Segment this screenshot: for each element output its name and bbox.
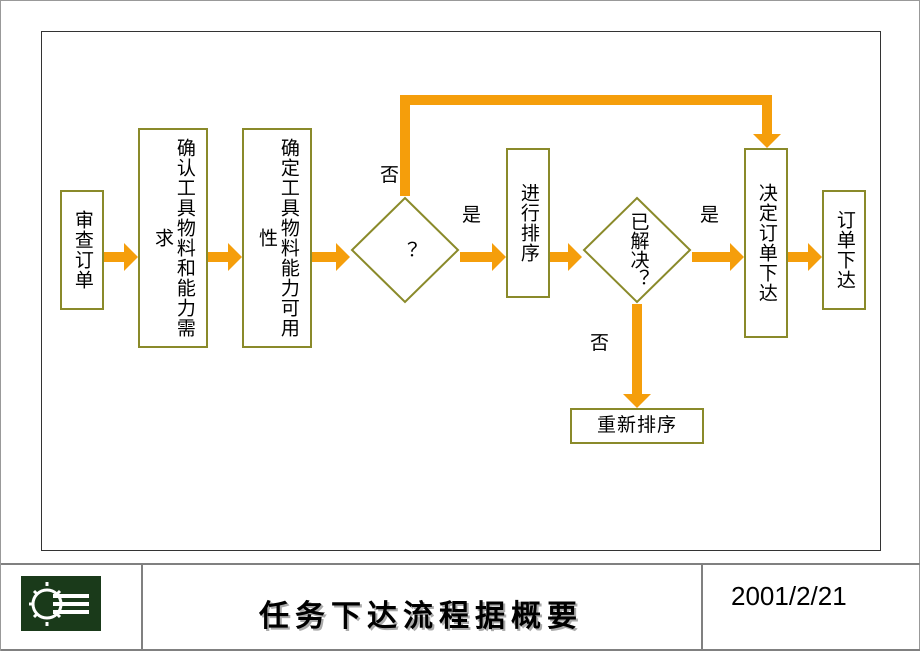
- node-decide-release: 决定订单下达: [744, 148, 788, 338]
- node-label: 订单下达: [833, 210, 855, 290]
- node-label: 决定订单下达: [755, 183, 777, 303]
- footer-vline-1: [141, 565, 143, 651]
- node-resort: 重新排序: [570, 408, 704, 444]
- node-order-release: 订单下达: [822, 190, 866, 310]
- arrow-down: [623, 304, 651, 408]
- arrow: [692, 243, 744, 271]
- flow-canvas: 审查订单 确认工具物料和能力需求 确定工具物料能力可用性 ？ 进行排序 已解决？…: [41, 31, 881, 551]
- decision-1: ？: [350, 196, 460, 304]
- node-confirm-req: 确认工具物料和能力需求: [138, 128, 208, 348]
- arrow: [208, 243, 242, 271]
- slide: 审查订单 确认工具物料和能力需求 确定工具物料能力可用性 ？ 进行排序 已解决？…: [0, 0, 920, 651]
- slide-date: 2001/2/21: [731, 581, 847, 612]
- node-confirm-avail: 确定工具物料能力可用性: [242, 128, 312, 348]
- arrow: [312, 243, 350, 271]
- footer-vline-2: [701, 565, 703, 651]
- slide-title: 任务下达流程据概要: [201, 591, 641, 635]
- footer-rule-top: [1, 563, 920, 565]
- decision-2: 已解决？: [582, 196, 692, 304]
- edge-label-yes-1: 是: [462, 200, 481, 227]
- node-label: 审查订单: [71, 210, 93, 290]
- node-sort: 进行排序: [506, 148, 550, 298]
- edge-label-no-2: 否: [590, 328, 609, 355]
- node-label: 确定工具物料能力可用性: [255, 130, 299, 346]
- decision-label: 已解决？: [627, 212, 648, 288]
- node-label: 进行排序: [517, 183, 539, 263]
- arrow: [460, 243, 506, 271]
- decision-label: ？: [395, 241, 416, 260]
- node-label: 重新排序: [597, 415, 677, 437]
- node-review-order: 审查订单: [60, 190, 104, 310]
- arrow: [104, 243, 138, 271]
- edge-label-yes-2: 是: [700, 200, 719, 227]
- arrow: [550, 243, 582, 271]
- edge-label-no-1: 否: [380, 160, 399, 187]
- node-label: 确认工具物料和能力需求: [151, 130, 195, 346]
- logo-icon: [21, 576, 101, 631]
- arrow: [788, 243, 822, 271]
